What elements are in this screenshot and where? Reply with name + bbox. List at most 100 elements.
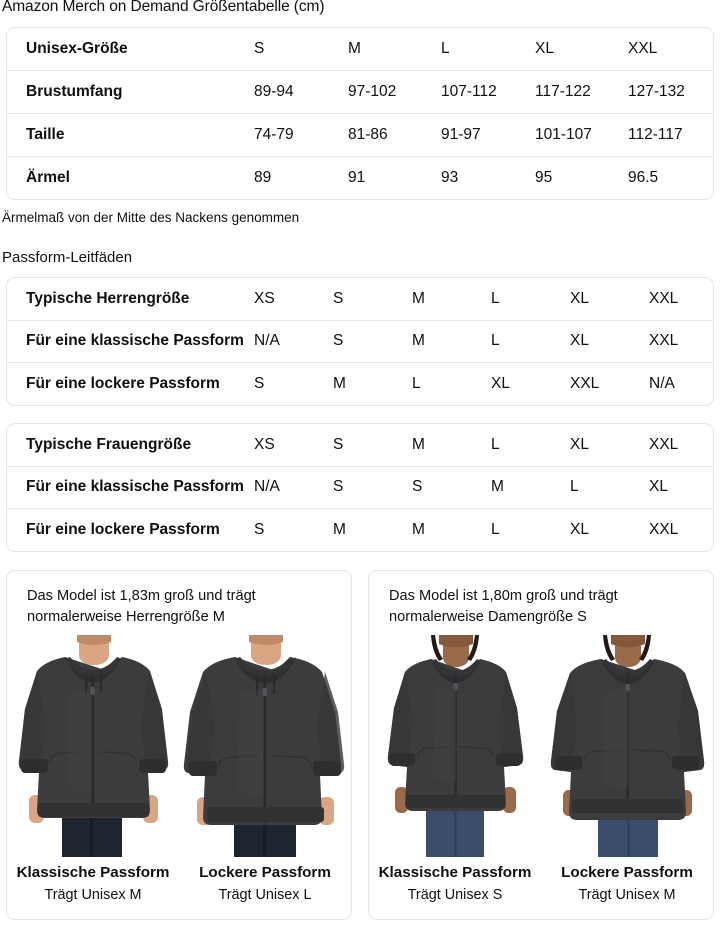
womens-model-captions: Klassische Passform Trägt Unisex S Locke… <box>369 862 713 906</box>
size-table-header-l: L <box>441 40 450 58</box>
fit-guides-heading: Passform-Leitfäden <box>2 249 133 266</box>
mens-fit-header-label: Typische Herrengröße <box>26 289 190 307</box>
mens-model-captions: Klassische Passform Trägt Unisex M Locke… <box>7 862 351 906</box>
mens-classic-fit-photo <box>7 635 180 857</box>
chest-xxl: 127-132 <box>628 70 713 114</box>
row-label-sleeve: Ärmel <box>7 155 254 199</box>
mens-classic-v5: XXL <box>649 319 713 363</box>
mens-fit-guide-table: Typische Herrengröße XS S M L XL XXL Für… <box>6 277 714 406</box>
table-row: Für eine lockere Passform S M L XL XXL N… <box>7 362 713 405</box>
womens-model-card: Das Model ist 1,80m groß und trägt norma… <box>368 570 714 920</box>
mens-fit-header-l: L <box>491 289 500 307</box>
sleeve-xl: 95 <box>535 155 628 199</box>
womens-relaxed-v1: M <box>333 508 412 551</box>
female-model-relaxed-illustration <box>541 635 713 857</box>
mens-model-card: Das Model ist 1,83m groß und trägt norma… <box>6 570 352 920</box>
mens-fit-header-m: M <box>412 289 425 307</box>
table-row: Für eine klassische Passform N/A S S M L… <box>7 465 713 509</box>
mens-classic-fit-label: Klassische Passform <box>16 864 170 882</box>
womens-relaxed-v5: XXL <box>649 508 713 551</box>
mens-relaxed-v0: S <box>254 362 333 405</box>
womens-classic-v1: S <box>333 465 412 509</box>
womens-fit-guide-table: Typische Frauengröße XS S M L XL XXL Für… <box>6 423 714 552</box>
womens-classic-wears-label: Trägt Unisex S <box>407 887 503 904</box>
sleeve-xxl: 96.5 <box>628 155 713 199</box>
table-row: Unisex-Größe S M L XL XXL <box>7 28 713 71</box>
size-table-header-m: M <box>348 40 361 58</box>
womens-classic-v4: L <box>570 465 649 509</box>
womens-relaxed-fit-label: Für eine lockere Passform <box>7 508 254 551</box>
sleeve-m: 91 <box>348 155 441 199</box>
womens-classic-v3: M <box>491 465 570 509</box>
waist-xl: 101-107 <box>535 112 628 157</box>
womens-fit-header-l: L <box>491 435 500 453</box>
sleeve-measurement-note: Ärmelmaß von der Mitte des Nackens genom… <box>2 210 300 225</box>
womens-classic-caption: Klassische Passform Trägt Unisex S <box>369 862 541 906</box>
womens-relaxed-v0: S <box>254 508 333 551</box>
row-label-waist: Taille <box>7 112 254 157</box>
mens-fit-header-s: S <box>333 289 344 307</box>
womens-relaxed-wears-label: Trägt Unisex M <box>578 887 676 904</box>
mens-classic-v0: N/A <box>254 319 333 363</box>
waist-xxl: 112-117 <box>628 112 713 157</box>
size-table-header-label: Unisex-Größe <box>26 40 128 58</box>
waist-l: 91-97 <box>441 112 535 157</box>
mens-classic-caption: Klassische Passform Trägt Unisex M <box>7 862 179 906</box>
mens-model-description: Das Model ist 1,83m groß und trägt norma… <box>27 588 256 625</box>
male-model-classic-illustration <box>7 635 180 857</box>
waist-s: 74-79 <box>254 112 348 157</box>
table-row: Taille 74-79 81-86 91-97 101-107 112-117 <box>7 112 713 157</box>
mens-relaxed-fit-photo <box>179 635 351 857</box>
womens-relaxed-v4: XL <box>570 508 649 551</box>
mens-relaxed-v3: XL <box>491 362 570 405</box>
table-row: Typische Herrengröße XS S M L XL XXL <box>7 278 713 320</box>
mens-classic-v1: S <box>333 319 412 363</box>
womens-relaxed-v2: M <box>412 508 491 551</box>
chest-s: 89-94 <box>254 70 348 114</box>
table-row: Brustumfang 89-94 97-102 107-112 117-122… <box>7 70 713 114</box>
womens-relaxed-fit-photo <box>541 635 713 857</box>
mens-relaxed-v2: L <box>412 362 491 405</box>
womens-relaxed-fit-label: Lockere Passform <box>561 864 693 882</box>
womens-classic-v0: N/A <box>254 465 333 509</box>
mens-classic-v3: L <box>491 319 570 363</box>
womens-fit-header-m: M <box>412 435 425 453</box>
row-label-chest: Brustumfang <box>7 70 254 114</box>
mens-classic-v2: M <box>412 319 491 363</box>
chest-xl: 117-122 <box>535 70 628 114</box>
mens-relaxed-v5: N/A <box>649 362 713 405</box>
womens-classic-v2: S <box>412 465 491 509</box>
mens-relaxed-fit-label: Lockere Passform <box>199 864 331 882</box>
womens-fit-header-s: S <box>333 435 344 453</box>
mens-fit-header-xs: XS <box>254 289 275 307</box>
womens-relaxed-caption: Lockere Passform Trägt Unisex M <box>541 862 713 906</box>
womens-fit-header-xs: XS <box>254 435 275 453</box>
mens-relaxed-fit-label: Für eine lockere Passform <box>7 362 254 405</box>
mens-relaxed-caption: Lockere Passform Trägt Unisex L <box>179 862 351 906</box>
womens-classic-fit-photo <box>369 635 542 857</box>
female-model-classic-illustration <box>369 635 542 857</box>
womens-model-description: Das Model ist 1,80m groß und trägt norma… <box>389 588 618 625</box>
womens-relaxed-v3: L <box>491 508 570 551</box>
mens-relaxed-wears-label: Trägt Unisex L <box>218 887 312 904</box>
table-row: Für eine klassische Passform N/A S M L X… <box>7 319 713 363</box>
table-row: Typische Frauengröße XS S M L XL XXL <box>7 424 713 466</box>
womens-classic-fit-label: Klassische Passform <box>378 864 532 882</box>
unisex-size-table: Unisex-Größe S M L XL XXL Brustumfang 89… <box>6 27 714 200</box>
male-model-relaxed-illustration <box>179 635 351 857</box>
mens-fit-header-xl: XL <box>570 289 589 307</box>
chest-m: 97-102 <box>348 70 441 114</box>
page-title: Amazon Merch on Demand Größentabelle (cm… <box>2 0 325 15</box>
sleeve-s: 89 <box>254 155 348 199</box>
mens-classic-v4: XL <box>570 319 649 363</box>
mens-classic-wears-label: Trägt Unisex M <box>44 887 142 904</box>
sleeve-l: 93 <box>441 155 535 199</box>
womens-classic-fit-label: Für eine klassische Passform <box>7 465 254 509</box>
womens-model-figures <box>369 635 713 857</box>
womens-fit-header-label: Typische Frauengröße <box>26 435 192 453</box>
womens-classic-v5: XL <box>649 465 713 509</box>
waist-m: 81-86 <box>348 112 441 157</box>
size-table-header-xxl: XXL <box>628 40 658 58</box>
table-row: Für eine lockere Passform S M M L XL XXL <box>7 508 713 551</box>
